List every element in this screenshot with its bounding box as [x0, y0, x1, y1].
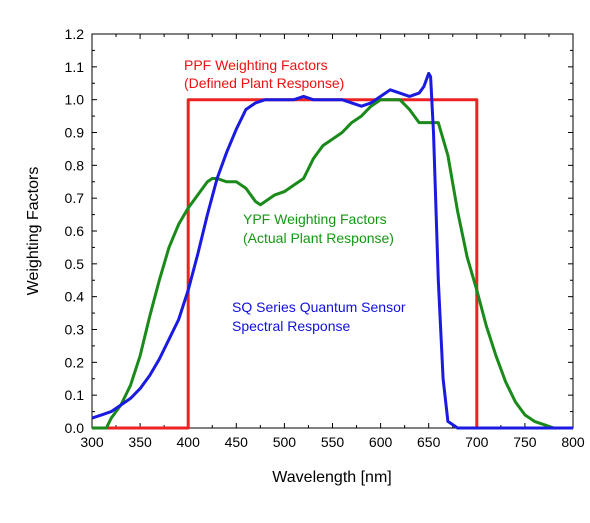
y-tick-label: 0.0: [65, 420, 85, 436]
y-tick-label: 0.4: [65, 289, 85, 305]
y-tick-label: 1.0: [65, 92, 85, 108]
y-tick-label: 1.2: [65, 26, 85, 42]
x-tick-label: 350: [128, 434, 152, 450]
y-tick-label: 0.2: [65, 354, 85, 370]
x-axis-label: Wavelength [nm]: [272, 469, 391, 486]
sq-sensor-annotation-line-2: Spectral Response: [232, 318, 351, 334]
x-tick-label: 750: [513, 434, 537, 450]
ppf-annotation-line-2: (Defined Plant Response): [184, 75, 344, 91]
ypf-annotation-line-2: (Actual Plant Response): [243, 230, 394, 246]
y-tick-label: 0.6: [65, 223, 85, 239]
x-tick-label: 300: [80, 434, 104, 450]
x-tick-label: 400: [177, 434, 201, 450]
y-tick-label: 0.8: [65, 157, 85, 173]
ppf-annotation: PPF Weighting Factors (Defined Plant Res…: [184, 57, 344, 91]
axis-tick-labels: 300 350 400 450 500 550 600 650 700 750 800 0.0 0.1 0…: [65, 26, 585, 450]
ypf-annotation: YPF Weighting Factors (Actual Plant Resp…: [243, 211, 394, 246]
y-tick-label: 1.1: [65, 59, 85, 75]
sq-sensor-annotation: SQ Series Quantum Sensor Spectral Respon…: [232, 299, 409, 334]
x-tick-label: 700: [465, 434, 489, 450]
x-tick-label: 650: [417, 434, 441, 450]
x-tick-label: 800: [561, 434, 585, 450]
sq-sensor-annotation-line-1: SQ Series Quantum Sensor: [232, 299, 406, 315]
ypf-series-line: [92, 98, 573, 430]
series-layer: [91, 71, 573, 430]
axis-ticks: [91, 33, 574, 429]
x-tick-label: 500: [273, 434, 297, 450]
y-tick-label: 0.1: [65, 387, 85, 403]
y-tick-label: 0.9: [65, 125, 85, 141]
ypf-annotation-line-1: YPF Weighting Factors: [243, 211, 387, 227]
x-tick-label: 550: [321, 434, 345, 450]
y-tick-label: 0.5: [65, 256, 85, 272]
x-tick-label: 600: [369, 434, 393, 450]
y-tick-label: 0.7: [65, 190, 85, 206]
x-tick-label: 450: [225, 434, 249, 450]
sq-sensor-series-line: [91, 71, 573, 430]
ppf-annotation-line-1: PPF Weighting Factors: [184, 57, 328, 73]
y-axis-label: Weighting Factors: [25, 167, 42, 296]
y-tick-label: 0.3: [65, 322, 85, 338]
